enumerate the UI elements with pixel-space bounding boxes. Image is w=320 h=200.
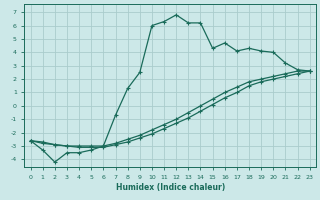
X-axis label: Humidex (Indice chaleur): Humidex (Indice chaleur): [116, 183, 225, 192]
